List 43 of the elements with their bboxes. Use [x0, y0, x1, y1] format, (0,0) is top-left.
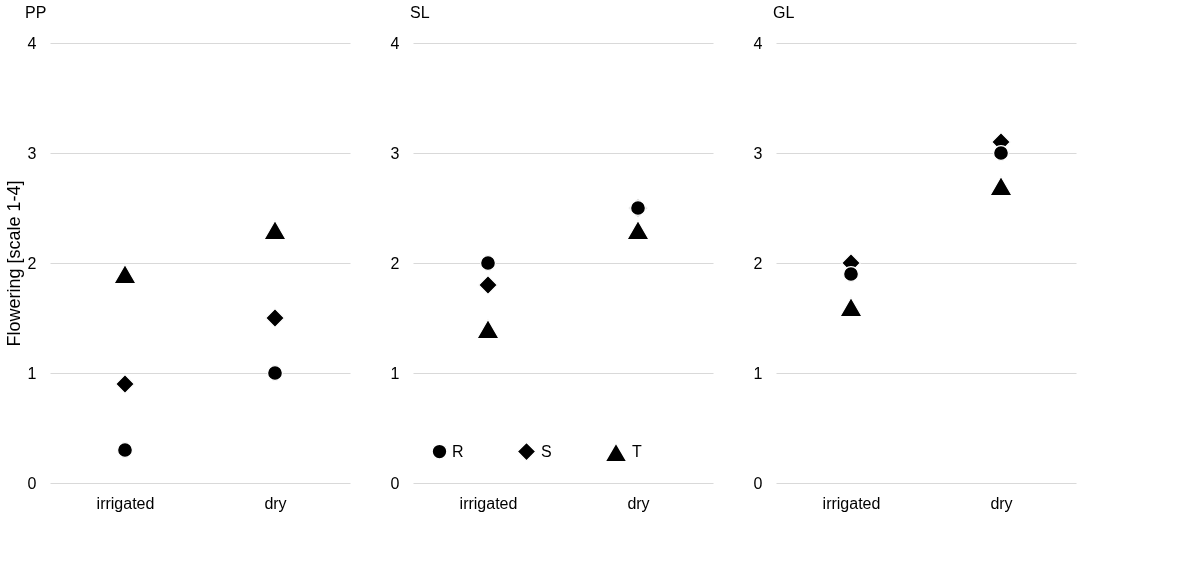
x-tick-label: irrigated: [822, 494, 881, 512]
y-tick-label: 0: [27, 474, 37, 492]
point: [113, 263, 137, 285]
y-tick-label: 4: [27, 34, 37, 52]
y-tick-label: 0: [390, 474, 400, 492]
point: [478, 275, 498, 295]
point: [476, 318, 500, 340]
point: [842, 266, 860, 282]
x-tick-label: dry: [264, 494, 287, 512]
point: [266, 365, 284, 381]
x-tick-label: dry: [627, 494, 650, 512]
legend-label: T: [632, 443, 642, 461]
y-tick-label: 2: [753, 254, 763, 272]
x-tick-label: irrigated: [459, 494, 518, 512]
point: [116, 442, 134, 458]
y-tick-label: 4: [753, 34, 763, 52]
point: [479, 255, 497, 271]
point: [839, 296, 863, 318]
y-tick-label: 3: [27, 144, 37, 162]
legend-label: R: [452, 442, 464, 460]
y-tick-label: 3: [390, 144, 400, 162]
point: [115, 374, 135, 394]
point: [626, 219, 650, 241]
point: [265, 308, 285, 328]
y-tick-label: 2: [390, 254, 400, 272]
y-tick-label: 2: [27, 254, 37, 272]
point: [263, 219, 287, 241]
point: [989, 175, 1013, 197]
y-tick-label: 1: [390, 364, 400, 382]
chart-title: SL: [410, 4, 430, 21]
y-tick-label: 3: [753, 144, 763, 162]
x-tick-label: dry: [990, 494, 1013, 512]
y-tick-label: 1: [753, 364, 763, 382]
point: [992, 145, 1010, 161]
x-tick-label: irrigated: [96, 494, 155, 512]
chart-title: PP: [25, 4, 47, 21]
y-tick-label: 4: [390, 34, 400, 52]
y-tick-label: 1: [27, 364, 37, 382]
y-axis-title: Flowering [scale 1-4]: [3, 180, 24, 347]
point: [629, 200, 647, 216]
y-tick-label: 0: [753, 474, 763, 492]
chart-title: GL: [773, 4, 795, 21]
legend-label: S: [541, 442, 552, 460]
